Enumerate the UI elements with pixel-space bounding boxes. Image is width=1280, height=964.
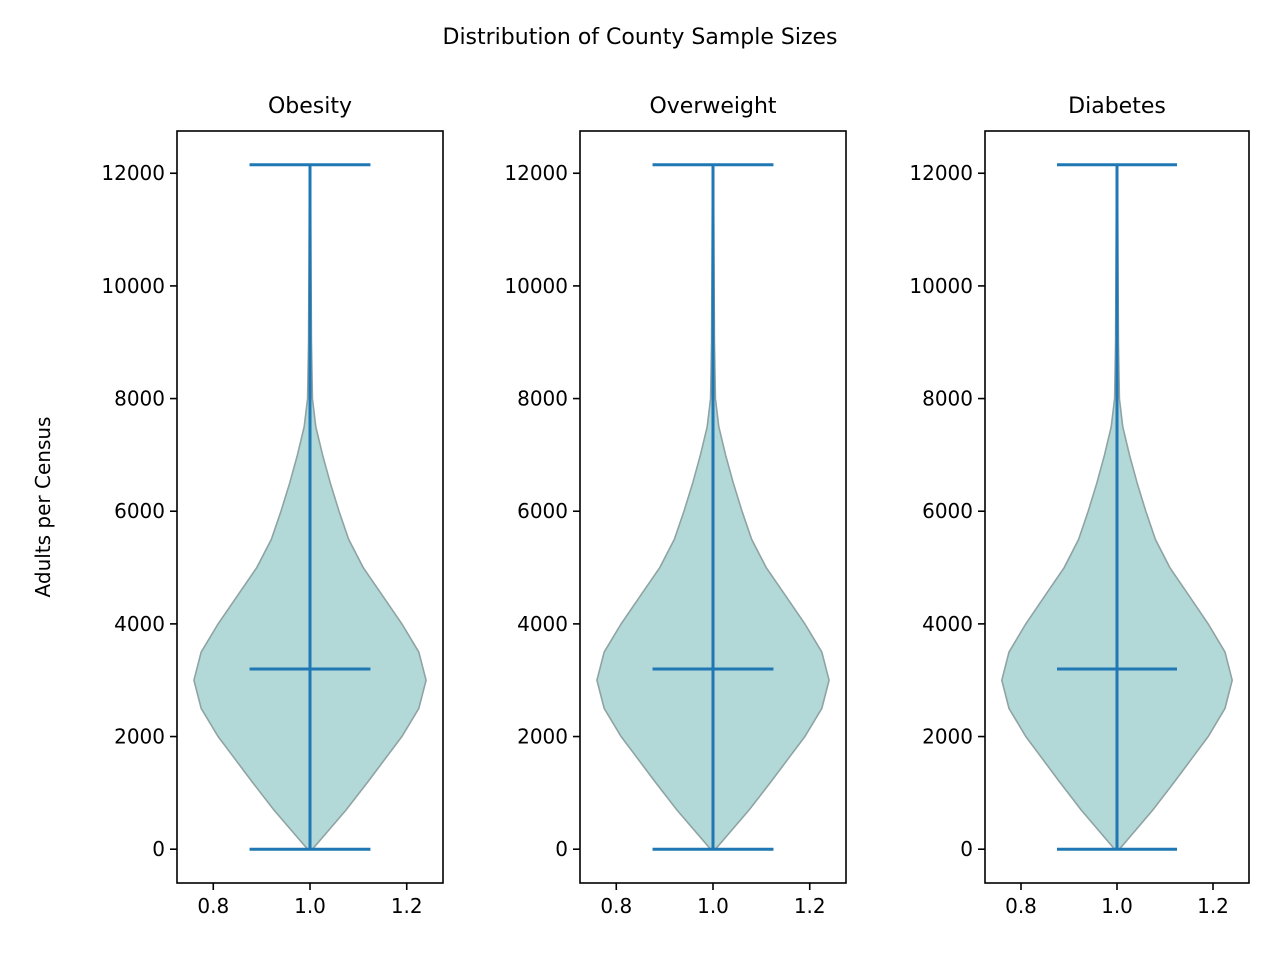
panel-obesity: Obesity 0 2000 4000 6000 8000 10000 12000 0.8 1.0…	[101, 94, 444, 918]
x-tick-label: 0.8	[1005, 894, 1037, 918]
y-tick-label: 10000	[101, 274, 165, 298]
x-tick-label: 1.0	[294, 894, 326, 918]
panel-overweight: Overweight 0 2000 4000 6000 8000 10000 12000 0.8…	[504, 94, 847, 918]
y-tick-label: 8000	[922, 387, 973, 411]
panel-diabetes: Diabetes 0 2000 4000 6000 8000 10000 12000 0.8 1.…	[909, 94, 1250, 918]
x-tick-label: 1.2	[1197, 894, 1229, 918]
panel-title: Obesity	[268, 94, 352, 119]
y-tick-label: 12000	[909, 161, 973, 185]
x-tick-label: 1.0	[697, 894, 729, 918]
panels-group: Obesity 0 2000 4000 6000 8000 10000 12000 0.8 1.0…	[101, 94, 1250, 918]
y-tick-label: 10000	[504, 274, 568, 298]
y-tick-label: 2000	[114, 725, 165, 749]
y-tick-label: 6000	[114, 499, 165, 523]
y-tick-label: 2000	[922, 725, 973, 749]
y-tick-label: 12000	[101, 161, 165, 185]
chart-title: Distribution of County Sample Sizes	[443, 25, 838, 50]
y-tick-label: 4000	[114, 612, 165, 636]
y-tick-label: 12000	[504, 161, 568, 185]
x-tick-label: 1.2	[391, 894, 423, 918]
y-tick-label: 2000	[517, 725, 568, 749]
panel-title: Overweight	[649, 94, 776, 119]
y-tick-label: 8000	[517, 387, 568, 411]
x-tick-label: 1.2	[794, 894, 826, 918]
panel-title: Diabetes	[1068, 94, 1166, 119]
y-tick-label: 6000	[922, 499, 973, 523]
y-tick-label: 6000	[517, 499, 568, 523]
y-tick-label: 4000	[517, 612, 568, 636]
y-tick-label: 8000	[114, 387, 165, 411]
y-tick-label: 0	[555, 837, 568, 861]
y-tick-label: 0	[152, 837, 165, 861]
y-axis-label: Adults per Census	[31, 417, 55, 598]
y-tick-label: 0	[960, 837, 973, 861]
x-tick-label: 1.0	[1101, 894, 1133, 918]
y-tick-label: 10000	[909, 274, 973, 298]
y-tick-label: 4000	[922, 612, 973, 636]
x-tick-label: 0.8	[600, 894, 632, 918]
x-tick-label: 0.8	[197, 894, 229, 918]
